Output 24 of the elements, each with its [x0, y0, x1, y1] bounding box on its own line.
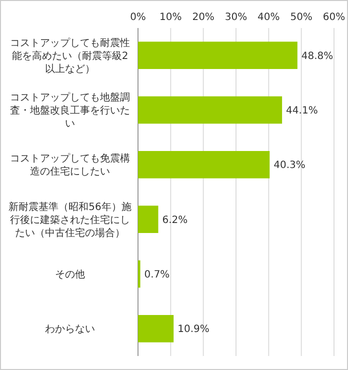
y-tick-label: コストアップしても地盤調査・地盤改良工事を行いたい	[10, 92, 130, 130]
data-label: 0.7%	[144, 270, 170, 280]
y-tick-label: 新耐震基準（昭和56年）施行後に建築された住宅にしたい（中古住宅の場合）	[8, 200, 132, 239]
data-label: 10.9%	[178, 324, 210, 336]
data-label: 6.2%	[162, 214, 188, 226]
data-label: 48.8%	[301, 50, 334, 62]
bar	[138, 206, 158, 233]
x-tick-label: 40%	[258, 12, 280, 23]
bar	[138, 96, 282, 124]
y-tick-label: コストアップしても免震構造の住宅にしたい	[10, 152, 130, 178]
bar	[138, 42, 298, 69]
data-label: 44.1%	[286, 106, 318, 116]
y-tick-label: わからない	[45, 324, 95, 336]
bar	[138, 315, 174, 342]
bar	[138, 151, 270, 178]
data-label: 40.3%	[274, 160, 306, 172]
y-tick-label: コストアップしても耐震性能を高めたい（耐震等級2以上など）	[10, 36, 130, 75]
x-tick-label: 30%	[224, 12, 248, 23]
x-tick-label: 10%	[160, 12, 182, 23]
x-tick-label: 50%	[290, 12, 312, 23]
y-tick-label: その他	[55, 268, 85, 280]
x-tick-label: 20%	[192, 12, 214, 23]
x-tick-label: 60%	[322, 12, 346, 23]
x-tick-label: 0%	[130, 12, 146, 23]
